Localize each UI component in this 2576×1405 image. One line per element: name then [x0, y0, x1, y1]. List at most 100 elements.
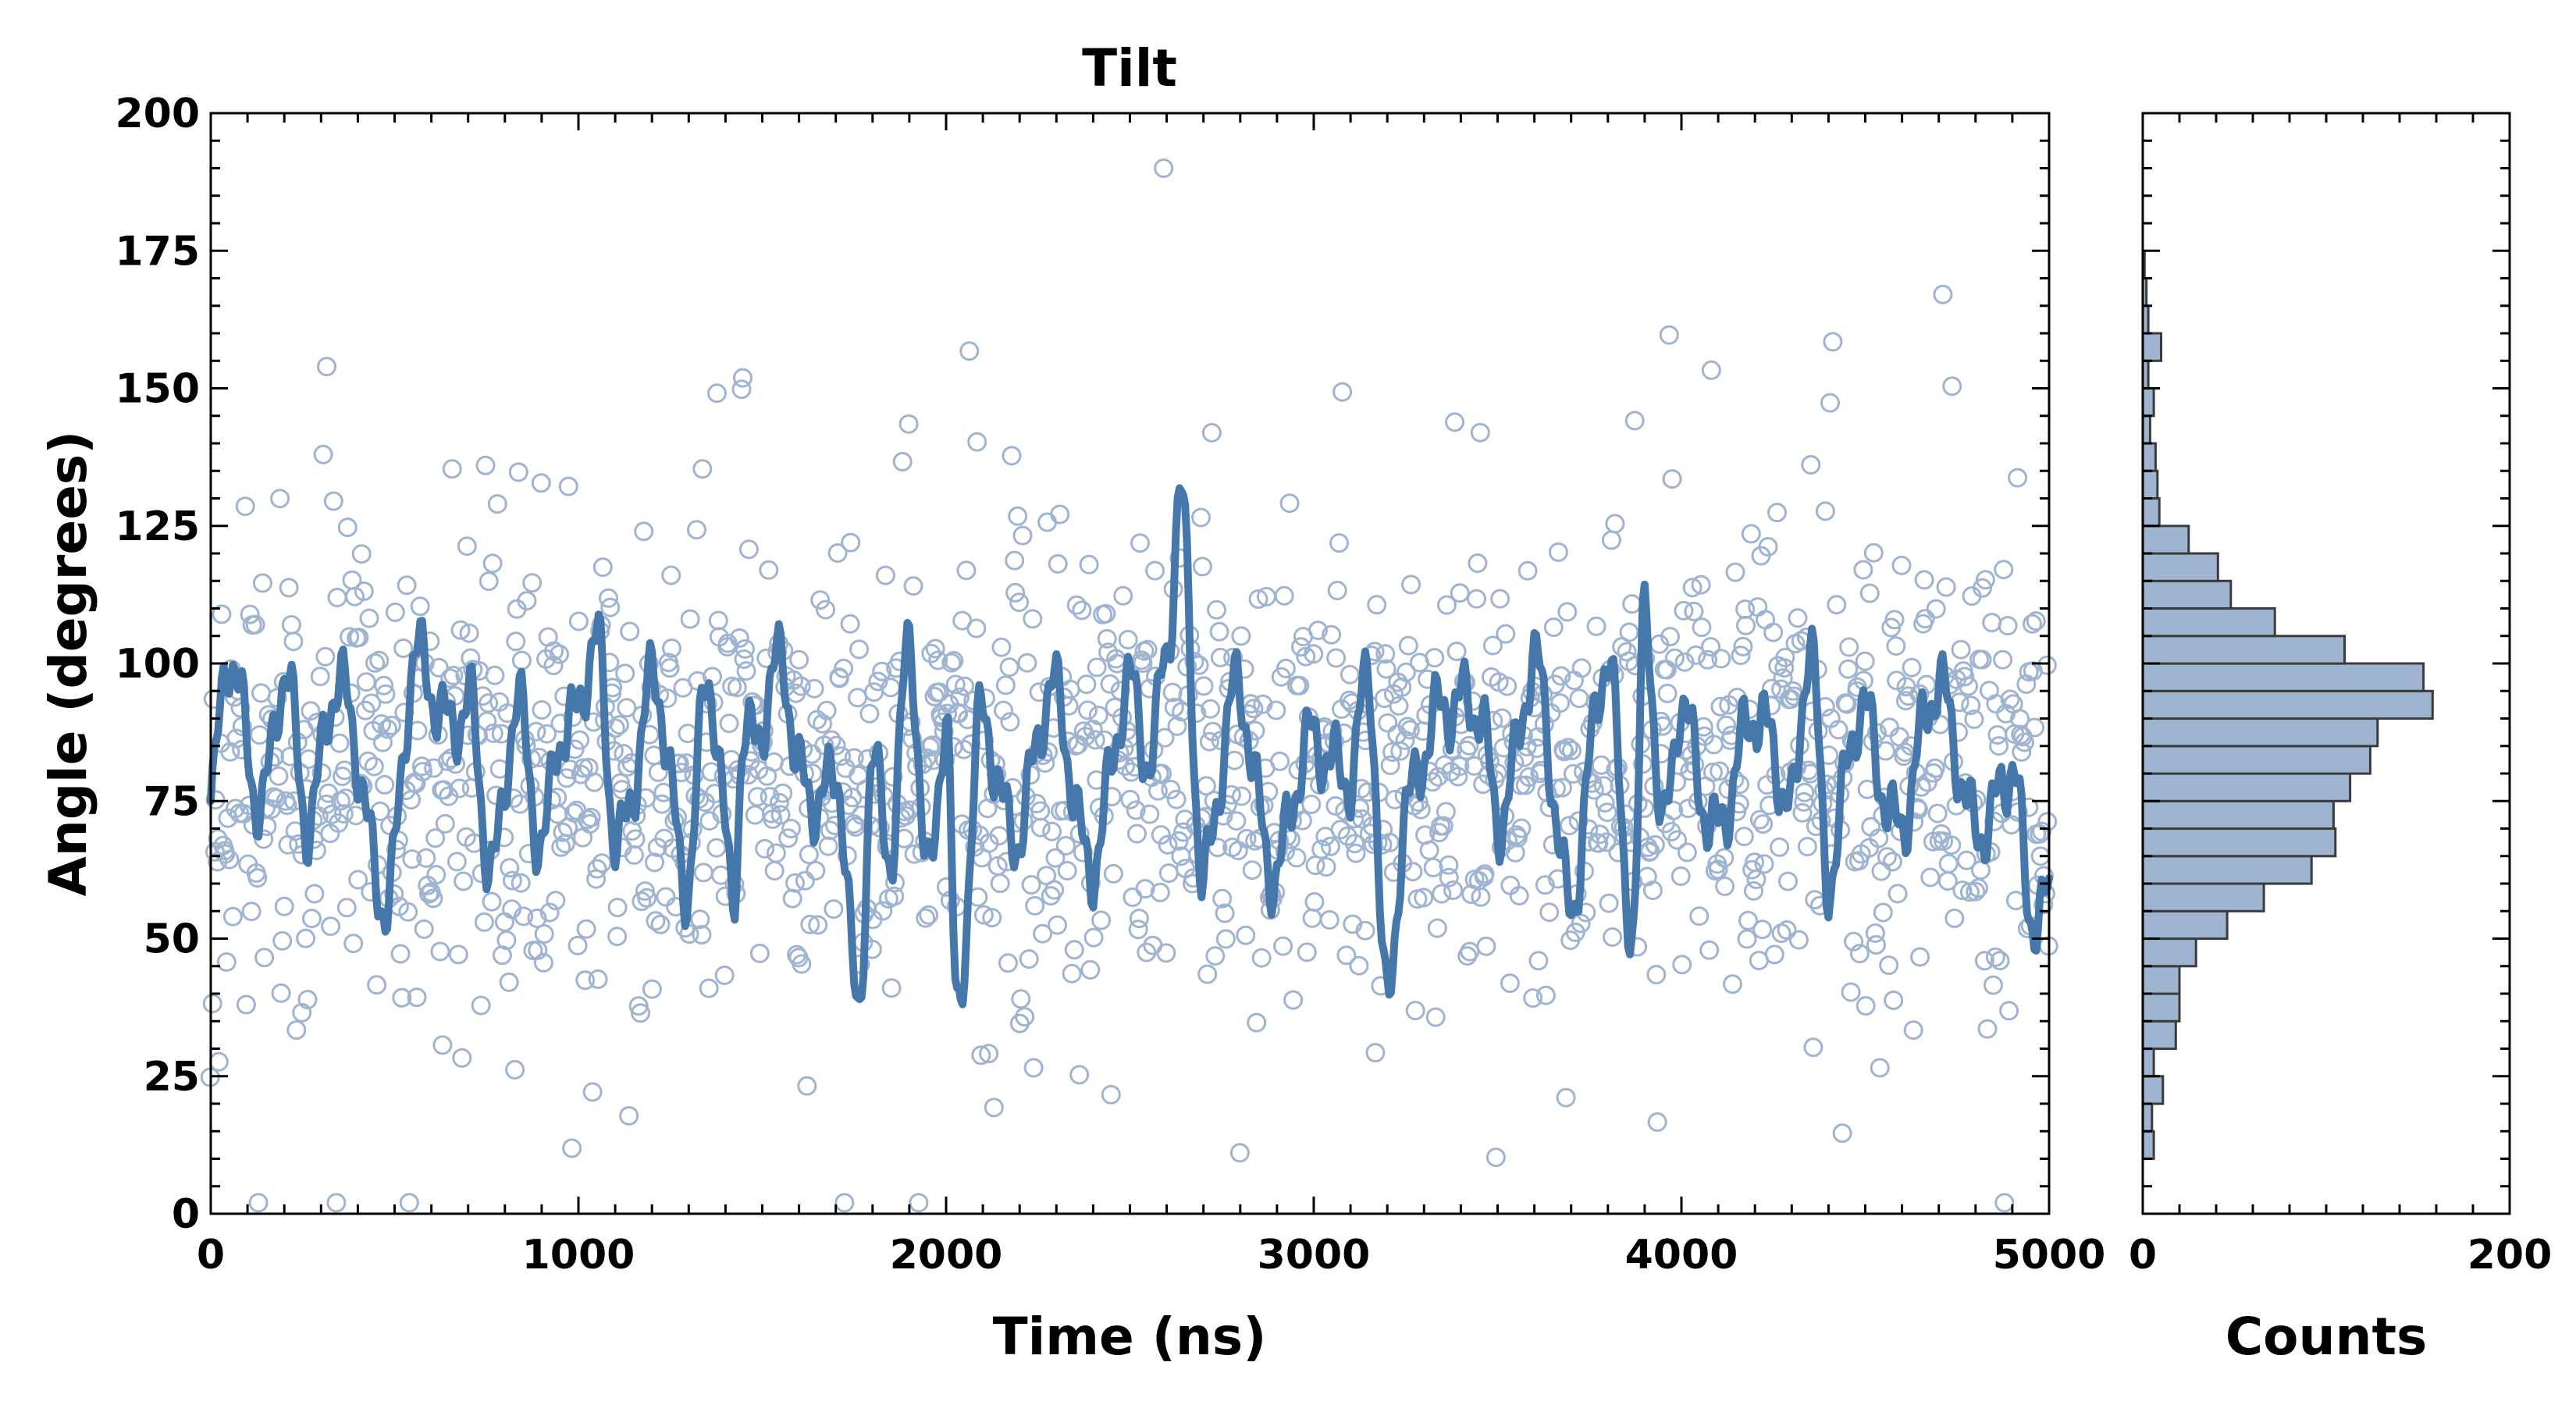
- scatter-point: [1559, 816, 1579, 836]
- scatter-point: [620, 621, 640, 642]
- scatter-point: [1329, 533, 1349, 553]
- scatter-point: [511, 650, 532, 670]
- y-axis-title: Angle (degrees): [38, 431, 98, 897]
- scatter-point: [1470, 422, 1490, 443]
- scatter-point: [1425, 1007, 1446, 1027]
- scatter-point: [1279, 493, 1300, 514]
- scatter-point: [1225, 750, 1244, 770]
- scatter-point: [343, 934, 364, 954]
- scatter-point: [971, 1045, 991, 1065]
- scatter-point: [1714, 848, 1735, 868]
- scatter-point: [1244, 699, 1264, 719]
- scatter-point: [747, 787, 767, 807]
- scatter-point: [1528, 951, 1549, 971]
- scatter-point: [690, 909, 710, 930]
- scatter-point: [1849, 944, 1870, 964]
- scatter-point: [334, 760, 354, 781]
- scatter-point: [1691, 574, 1711, 595]
- scatter-point: [707, 383, 727, 404]
- scatter-point: [1450, 583, 1470, 603]
- scatter-point: [1870, 1058, 1890, 1078]
- histogram-bar: [2141, 1102, 2154, 1133]
- scatter-point: [1048, 915, 1067, 935]
- scatter-point: [755, 838, 775, 859]
- scatter-point: [1647, 1112, 1667, 1132]
- scatter-point: [1801, 455, 1821, 475]
- scatter-point: [1672, 955, 1692, 975]
- scatter-point: [1972, 649, 1992, 670]
- scatter-point: [973, 905, 994, 925]
- scatter-point: [1624, 411, 1645, 431]
- scatter-point: [868, 671, 888, 692]
- histogram-panel: 0 200 Counts: [2129, 112, 2552, 1367]
- scatter-point: [1535, 985, 1556, 1005]
- scatter-point: [1689, 906, 1710, 927]
- scatter-point: [479, 693, 499, 713]
- scatter-point: [1667, 830, 1688, 850]
- scatter-point: [800, 914, 820, 934]
- scatter-point: [553, 822, 573, 842]
- scatter-point: [546, 891, 566, 911]
- scatter-point: [1242, 860, 1262, 880]
- scatter-point: [443, 665, 464, 685]
- scatter-point: [1376, 659, 1397, 679]
- scatter-point: [1194, 676, 1214, 696]
- scatter-point: [1838, 659, 1859, 679]
- scatter-point: [222, 906, 243, 927]
- scatter-point: [1140, 804, 1160, 824]
- histogram-plot-frame: [2141, 112, 2511, 1215]
- scatter-point: [1741, 524, 1761, 544]
- scatter-point: [1191, 507, 1211, 528]
- smoothed-line: [207, 484, 2053, 1008]
- histogram-bar: [2141, 387, 2155, 418]
- scatter-point: [1795, 782, 1815, 802]
- scatter-point: [419, 884, 439, 904]
- scatter-point: [1974, 951, 1994, 971]
- scatter-point: [1748, 597, 1768, 617]
- scatter-point: [818, 836, 838, 856]
- scatter-point: [413, 762, 432, 782]
- scatter-point: [628, 996, 649, 1016]
- scatter-point: [1101, 1084, 1121, 1104]
- scatter-point: [442, 459, 462, 479]
- scatter-point: [1828, 720, 1848, 740]
- scatter-point: [1389, 695, 1409, 716]
- scatter-point: [733, 368, 753, 388]
- scatter-point: [365, 653, 385, 673]
- scatter-point: [1273, 936, 1293, 956]
- scatter-point: [1994, 560, 2014, 580]
- scatter-point: [1382, 742, 1402, 762]
- scatter-point: [356, 672, 376, 692]
- scatter-point: [414, 919, 434, 939]
- scatter-point: [1841, 982, 1861, 1002]
- scatter-point: [1508, 827, 1528, 848]
- scatter-point: [1184, 652, 1204, 672]
- scatter-point: [687, 520, 706, 540]
- scatter-point: [1944, 909, 1965, 928]
- scatter-point: [551, 837, 571, 857]
- histogram-bar: [2141, 332, 2162, 362]
- scatter-point: [1045, 848, 1066, 868]
- scatter-point: [345, 586, 365, 606]
- histogram-bar: [2141, 689, 2434, 720]
- scatter-point: [1979, 681, 1999, 701]
- scatter-point: [999, 657, 1019, 678]
- scatter-point: [581, 807, 601, 827]
- scatter-point: [1340, 664, 1360, 685]
- scatter-point: [1378, 713, 1398, 733]
- histogram-x-axis-title: Counts: [2226, 1307, 2428, 1367]
- scatter-point: [1794, 791, 1814, 812]
- scatter-point: [482, 891, 502, 912]
- scatter-point: [766, 843, 786, 863]
- scatter-point: [1758, 537, 1778, 557]
- scatter-point: [1619, 622, 1639, 642]
- histogram-x-tick-label: 0: [2129, 1232, 2157, 1279]
- scatter-point: [1926, 599, 1946, 619]
- scatter-point: [378, 719, 397, 739]
- scatter-point: [2000, 689, 2020, 710]
- scatter-point: [1882, 852, 1902, 872]
- scatter-point: [1708, 859, 1728, 880]
- scatter-point: [425, 828, 446, 848]
- scatter-point: [1887, 670, 1907, 691]
- histogram-bar: [2141, 662, 2425, 692]
